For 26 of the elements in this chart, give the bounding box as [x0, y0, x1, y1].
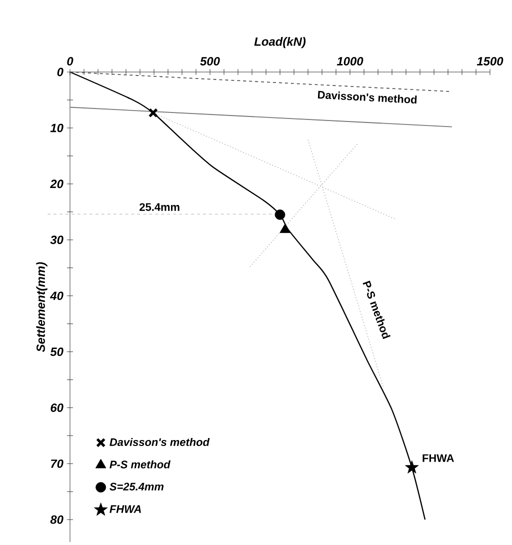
y-tick-label: 10 [50, 124, 64, 132]
point [148, 108, 158, 118]
y-tick-label: 40 [50, 292, 64, 300]
legend-label: FHWA [110, 505, 141, 513]
y-tick-label: 20 [50, 180, 64, 188]
x-tick-label: 1500 [476, 57, 504, 66]
y-tick-label: 60 [50, 403, 64, 412]
y-tick-label: 0 [57, 68, 64, 76]
y-tick-label: 50 [50, 348, 64, 356]
x-tick-label: 500 [200, 57, 220, 66]
legend-label: Davisson's method [110, 438, 210, 446]
annotation: FHWA [422, 454, 454, 462]
legend-label: P-S method [110, 460, 171, 468]
x-axis-title: Load(kN) [254, 37, 306, 48]
x-tick-label: 1000 [336, 57, 364, 66]
annotation: Davisson's method [318, 90, 417, 104]
y-tick-label: 80 [50, 515, 64, 524]
x-tick-label: 0 [67, 57, 74, 66]
legend-label: S=25.4mm [110, 482, 164, 490]
y-tick-label: 70 [51, 459, 64, 468]
point [405, 460, 419, 474]
ref-line-label: 25.4mm [140, 203, 180, 211]
y-axis-title: Settlement(mm) [36, 262, 48, 352]
point [280, 224, 290, 233]
y-tick-label: 30 [50, 236, 64, 244]
point [274, 210, 286, 220]
